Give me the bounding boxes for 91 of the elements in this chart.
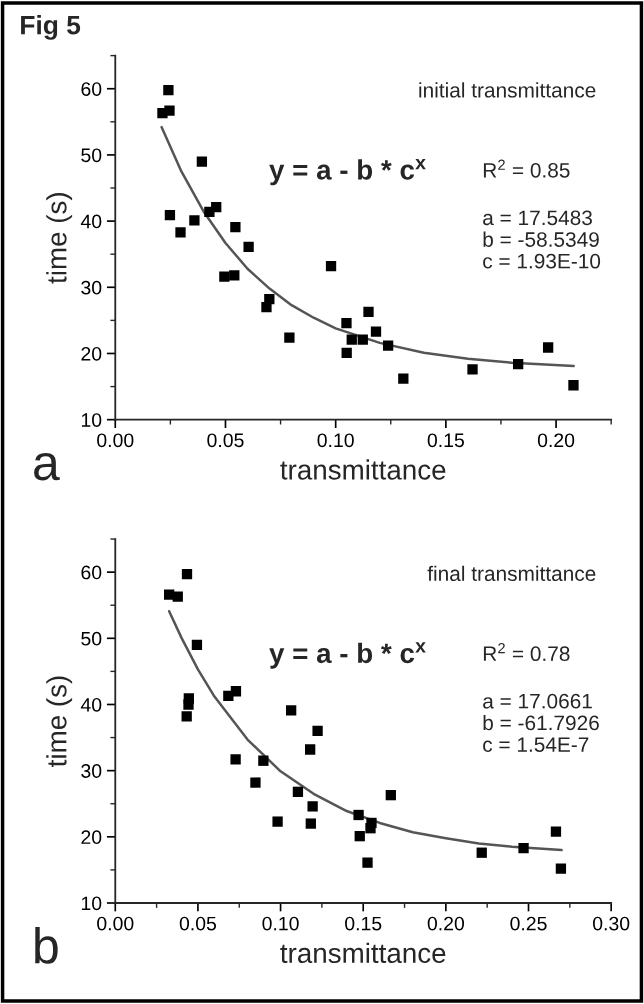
- annotation: a = 17.0661 b = -61.7926 c = 1.54E-7: [483, 693, 599, 752]
- point: [175, 227, 186, 238]
- point: [312, 725, 323, 737]
- point: [250, 777, 261, 788]
- point: [284, 332, 295, 343]
- point: [398, 373, 409, 384]
- x-tick-label: 0.20: [537, 433, 575, 448]
- annotation: a = 17.5483 b = -58.5349 c = 1.93E-10: [483, 210, 601, 269]
- point: [341, 347, 352, 358]
- x-tick-label: 0.10: [317, 433, 354, 448]
- point: [272, 816, 283, 827]
- point: [172, 591, 183, 602]
- x-tick-label: 0.20: [427, 916, 465, 931]
- y-tick-label: 40: [80, 697, 102, 712]
- point: [362, 857, 373, 868]
- annotation: R$^{2}$ = 0.78: [483, 642, 570, 662]
- text: b: [35, 927, 58, 964]
- point: [341, 317, 352, 329]
- point: [163, 84, 174, 96]
- point: [229, 270, 240, 281]
- point: [307, 801, 318, 812]
- y-tick-label: 10: [81, 413, 102, 427]
- point: [191, 639, 203, 651]
- y-tick-label: 20: [81, 346, 102, 361]
- point: [196, 156, 208, 167]
- point: [189, 215, 200, 226]
- y-tick-label: 30: [81, 280, 102, 295]
- point: [357, 334, 368, 345]
- point: [230, 221, 241, 233]
- point: [354, 831, 365, 842]
- y-tick-label: 60: [81, 565, 102, 580]
- point: [286, 705, 297, 716]
- point: [325, 260, 337, 272]
- point: [305, 744, 316, 755]
- point: [305, 818, 316, 829]
- y-tick-label: 10: [81, 896, 102, 911]
- x-axis-title: transmittance: [280, 459, 446, 480]
- y-tick-label: 20: [81, 830, 102, 845]
- x-tick-label: 0.05: [207, 433, 244, 448]
- y-tick-label: 30: [81, 764, 102, 778]
- point: [164, 589, 175, 600]
- point: [211, 202, 222, 213]
- point: [518, 842, 529, 854]
- y-axis-title: time (s): [46, 193, 73, 284]
- x-tick-label: 0.10: [262, 916, 299, 931]
- point: [164, 209, 176, 221]
- y-tick-label: 50: [81, 148, 102, 163]
- point: [382, 340, 394, 351]
- point: [555, 863, 567, 874]
- x-tick-label: 0.25: [510, 916, 547, 931]
- annotation: R$^{2}$ = 0.85: [483, 159, 570, 178]
- annotation: final transmittance: [427, 565, 596, 582]
- point: [366, 817, 377, 829]
- x-tick-label: 0.00: [97, 916, 134, 931]
- annotation: y = a - b * c$^{x}$: [269, 158, 426, 186]
- point: [258, 755, 269, 766]
- text: a: [34, 453, 60, 481]
- point: [264, 294, 275, 305]
- point: [467, 364, 478, 375]
- point: [230, 754, 241, 765]
- point: [292, 786, 304, 797]
- point: [370, 326, 382, 337]
- point: [243, 241, 254, 253]
- y-axis-title: time (s): [46, 676, 73, 767]
- point: [385, 789, 396, 801]
- point: [353, 809, 364, 821]
- y-tick-label: 40: [80, 214, 102, 229]
- point: [181, 568, 193, 580]
- point: [183, 699, 194, 710]
- y-tick-label: 60: [81, 82, 102, 96]
- x-tick-label: 0.05: [179, 916, 217, 931]
- annotation: initial transmittance: [419, 82, 596, 98]
- point: [181, 711, 192, 722]
- point: [476, 847, 487, 858]
- x-axis-title: transmittance: [280, 942, 446, 964]
- x-tick-label: 0.00: [97, 433, 134, 448]
- y-tick-label: 50: [81, 631, 102, 646]
- point: [230, 686, 242, 697]
- x-tick-label: 0.15: [427, 433, 464, 448]
- point: [164, 105, 175, 116]
- point: [363, 306, 374, 317]
- point: [542, 342, 554, 353]
- point: [346, 334, 357, 345]
- chart-title: Fig 5: [21, 15, 81, 40]
- annotation: y = a - b * c$^{x}$: [269, 642, 426, 669]
- point: [568, 380, 579, 391]
- point: [219, 271, 230, 282]
- point: [513, 358, 524, 370]
- point: [550, 826, 562, 837]
- x-tick-label: 0.30: [593, 916, 630, 931]
- x-tick-label: 0.15: [345, 916, 382, 931]
